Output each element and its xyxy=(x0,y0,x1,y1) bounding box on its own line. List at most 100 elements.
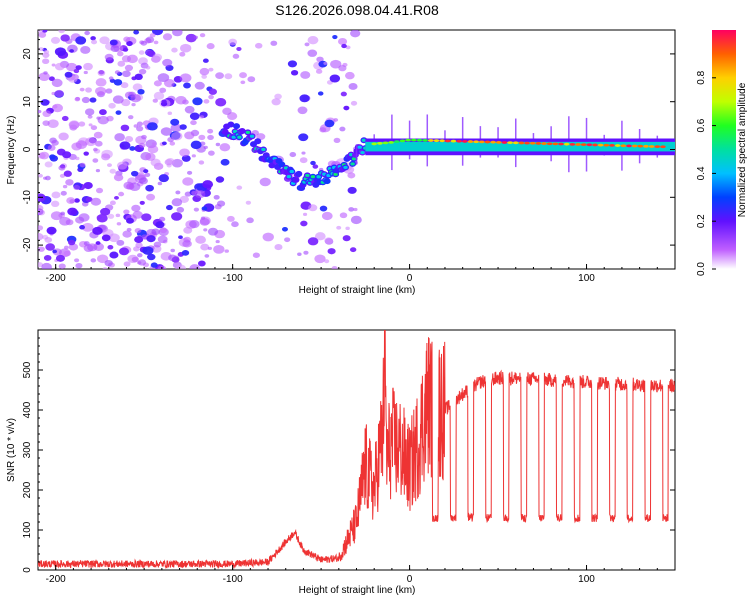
noise-blob xyxy=(117,60,126,67)
track-core xyxy=(261,147,266,152)
noise-blob xyxy=(117,51,124,57)
noise-blob xyxy=(162,58,173,67)
noise-blob xyxy=(83,62,93,71)
bottom-x-tick-label: -200 xyxy=(46,574,66,585)
track-blob xyxy=(238,127,246,134)
bottom-x-tick-label: 100 xyxy=(578,574,595,585)
noise-blob xyxy=(182,240,192,248)
noise-blob xyxy=(107,213,115,219)
track-core xyxy=(286,175,292,179)
carrier-core xyxy=(597,143,604,147)
carrier-core xyxy=(603,143,610,147)
noise-blob xyxy=(338,64,347,72)
noise-blob xyxy=(180,43,192,53)
noise-blob xyxy=(347,186,357,194)
noise-blob xyxy=(300,220,308,227)
noise-blob xyxy=(189,264,201,269)
noise-blob xyxy=(146,235,156,243)
top-y-tick-label: -10 xyxy=(22,190,33,205)
noise-blob xyxy=(114,173,122,180)
noise-blob xyxy=(67,207,78,216)
noise-blob xyxy=(136,121,143,127)
top-x-tick-label: 100 xyxy=(578,273,595,284)
noise-blob xyxy=(105,88,113,94)
noise-blob xyxy=(62,184,68,189)
noise-blob xyxy=(190,140,202,150)
noise-blob xyxy=(124,64,134,72)
noise-blob xyxy=(176,206,185,213)
noise-blob xyxy=(217,200,226,207)
noise-blob xyxy=(55,254,65,262)
carrier-core xyxy=(484,140,491,144)
noise-blob xyxy=(58,132,69,141)
carrier-core xyxy=(416,138,423,142)
noise-blob xyxy=(129,146,136,151)
noise-blob xyxy=(44,161,53,168)
noise-blob xyxy=(153,40,159,45)
carrier-core xyxy=(631,144,638,148)
carrier-core xyxy=(382,141,389,145)
top-y-tick-label: 10 xyxy=(22,96,33,108)
noise-blob xyxy=(240,80,246,85)
noise-blob xyxy=(165,158,175,165)
noise-blob xyxy=(119,141,131,150)
noise-blob xyxy=(79,225,85,230)
carrier-core xyxy=(501,141,508,144)
noise-blob xyxy=(92,158,99,163)
noise-blob xyxy=(94,140,103,147)
noise-blob xyxy=(99,109,107,116)
noise-blob xyxy=(47,144,56,151)
noise-blob xyxy=(215,72,224,79)
noise-blob xyxy=(49,154,56,160)
track-core xyxy=(350,162,355,166)
noise-blob xyxy=(179,148,190,157)
noise-blob xyxy=(290,69,299,76)
noise-blob xyxy=(300,71,311,79)
carrier-core xyxy=(546,142,553,146)
noise-blob xyxy=(81,96,90,104)
noise-blob xyxy=(95,241,101,245)
track-blob xyxy=(227,121,235,128)
noise-blob xyxy=(307,237,319,246)
noise-blob xyxy=(185,33,197,43)
noise-blob xyxy=(109,200,116,206)
noise-blob xyxy=(75,216,85,224)
noise-blob xyxy=(134,236,144,244)
noise-blob xyxy=(141,134,147,140)
noise-blob xyxy=(199,218,210,226)
carrier-core xyxy=(461,140,468,143)
noise-blob xyxy=(256,133,266,141)
noise-blob xyxy=(213,245,225,254)
track-core xyxy=(361,138,367,142)
noise-blob xyxy=(149,33,156,38)
carrier-core xyxy=(569,142,576,146)
noise-blob xyxy=(206,43,215,50)
noise-blob xyxy=(137,253,143,258)
noise-blob xyxy=(122,47,129,52)
noise-blob xyxy=(175,190,181,195)
noise-blob xyxy=(170,123,182,133)
noise-blob xyxy=(353,207,358,212)
noise-blob xyxy=(96,214,108,223)
noise-blob xyxy=(75,140,88,149)
track-core xyxy=(316,175,321,179)
noise-blob xyxy=(153,241,162,248)
noise-blob xyxy=(42,120,50,126)
noise-blob xyxy=(114,70,121,75)
top-y-tick-label: 0 xyxy=(22,146,33,152)
noise-blob xyxy=(299,157,308,164)
noise-blob xyxy=(301,151,306,155)
carrier-core xyxy=(495,140,502,144)
noise-blob xyxy=(64,71,73,78)
track-core xyxy=(310,175,316,179)
track-blob xyxy=(323,178,331,185)
colorbar-gradient xyxy=(712,30,736,269)
noise-blob xyxy=(161,141,167,146)
noise-blob xyxy=(75,156,80,161)
noise-blob xyxy=(90,197,102,206)
noise-blob xyxy=(324,119,335,128)
noise-blob xyxy=(332,34,338,40)
noise-blob xyxy=(75,96,81,101)
noise-blob xyxy=(262,232,274,242)
noise-blob xyxy=(137,259,147,266)
